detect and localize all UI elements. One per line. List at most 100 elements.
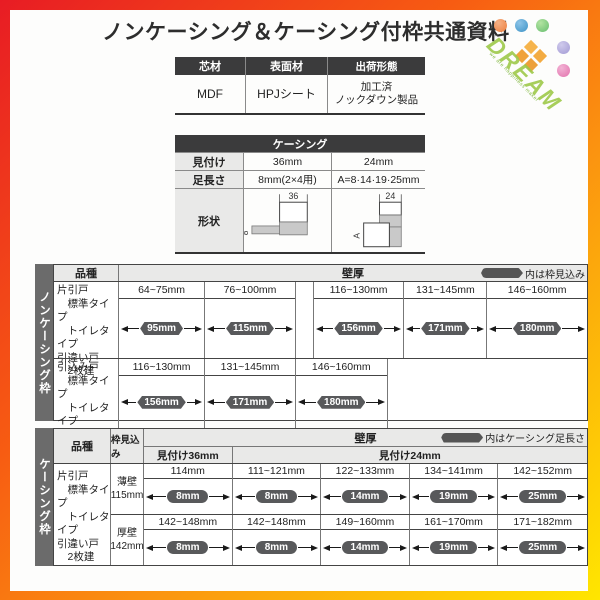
logo-dot-pink [557,64,570,77]
foot-length-pill: 19mm [430,490,478,503]
casing-kind-label: 片引戸 標準タイプ トイレタイプ 引違い戸 2枚建 [54,464,111,565]
foot-length-pill: 8mm [255,541,298,554]
logo-wordmark: DREAM [481,31,567,117]
sliding-door-group: 片引戸 標準タイプ トイレタイプ 引違い戸 2枚建 64~75mm 95mm 7… [54,282,587,377]
frame-depth-pill: 95mm [140,322,184,335]
foot-length-pill: 8mm [167,490,209,503]
shape-label: 形状 [175,189,243,252]
range-column: 122~133mm 14mm [321,464,410,514]
pocket-door-group: 引込み戸 標準タイプ トイレタイプ 116~130mm 156mm 131~14… [54,358,587,429]
frame-depth-pill: 156mm [334,322,383,335]
legend-pill-icon [481,268,523,278]
casing-profile-36-icon: 36 8 [244,191,308,235]
shipping-form-header: 出荷形態 [327,57,425,75]
surface-material-value: HPJシート [245,75,327,113]
logo-dot-blue [515,19,528,32]
dimension-arrow: 156mm [314,322,404,335]
logo-dot-orange [494,19,507,32]
svg-text:36: 36 [288,191,298,201]
casing-frame-table: ケーシング枠 品種 枠見込み 壁厚 内はケーシング足長さ 見付け36mm [35,428,588,566]
mitsuke-label: 見付け [175,153,243,170]
core-material-header: 芯材 [199,61,221,73]
range-column: 111~121mm 8mm [232,464,322,514]
svg-text:8: 8 [244,230,250,235]
dimension-arrow: 25mm [498,541,587,554]
dimension-arrow: 19mm [410,490,498,503]
mitsuke-36-subheader: 見付け36mm [144,447,233,463]
casing-spec-title: ケーシング [175,135,425,152]
range-column: 134~141mm 19mm [409,464,499,514]
material-table: 芯材 表面材 出荷形態 MDF HPJシート 加工済 ノックダウン製品 [175,57,425,115]
foot-length-pill: 25mm [519,490,567,503]
noncasing-frame-table: ノンケーシング枠 品種 壁厚 内は枠見込み 片引戸 標準タイプ トイレタイプ 引… [35,264,588,429]
range-column: 116~130mm 156mm [119,359,206,429]
thin-wall-depth: 薄壁 115mm [111,464,144,514]
dimension-arrow: 14mm [321,541,409,554]
material-table-header: 芯材 表面材 出荷形態 [175,57,425,75]
dimension-arrow: 19mm [410,541,498,554]
range-column: 161~170mm 19mm [409,515,499,565]
range-column: 114mm 8mm [144,464,233,514]
dimension-arrow: 25mm [498,490,587,503]
noncasing-header-row: 品種 壁厚 内は枠見込み [54,265,587,282]
dimension-arrow: 8mm [144,490,232,503]
foot-length-pill: 14mm [341,541,389,554]
dimension-arrow: 180mm [487,322,587,335]
kind-header: 品種 [54,265,119,281]
frame-depth-pill: 180mm [512,322,562,335]
thick-wall-row: 厚壁 142mm 142~148mm 8mm 142~148mm 8mm [110,514,587,565]
frame-depth-pill: 115mm [226,322,274,335]
frame-depth-pill: 171mm [225,395,275,409]
ashinagasa-row: 足長さ 8mm(2×4用) A=8·14·19·25mm [175,170,425,188]
kind-header: 品種 [54,429,111,463]
logo-diamond-icon [532,48,548,64]
shape-row: 形状 36 8 24 [175,188,425,252]
dimension-arrow: 8mm [144,541,232,554]
noncasing-side-strip: ノンケーシング枠 [35,264,53,421]
range-column: 149~160mm 14mm [321,515,410,565]
foot-length-pill: 8mm [167,541,209,554]
dimension-arrow: 14mm [321,490,409,503]
foot-length-pill: 25mm [519,541,567,554]
dimension-arrow: 180mm [296,395,387,409]
dream-logo: DREAM we are happiness maker [482,13,584,117]
range-column: 142~152mm 25mm [498,464,587,514]
range-column: 171~182mm 25mm [498,515,587,565]
casing-profile-24-icon: 24 A [352,191,402,247]
shipping-form-value: 加工済 ノックダウン製品 [327,75,425,113]
range-column: 146~160mm 180mm [487,282,587,358]
foot-length-pill: 14mm [341,490,389,503]
casing-spec-table: ケーシング 見付け 36mm 24mm 足長さ 8mm(2×4用) A=8·14… [175,135,425,254]
mitsuke-row: 見付け 36mm 24mm [175,152,425,170]
range-column: 76~100mm 115mm [205,282,296,358]
casing-side-strip: ケーシング枠 [35,428,53,566]
svg-text:A: A [352,232,362,238]
range-gap-separator [296,282,314,358]
thick-wall-depth: 厚壁 142mm [110,515,144,565]
legend-pill-icon [441,432,484,443]
range-column: 116~130mm 156mm [313,282,405,358]
dimension-arrow: 8mm [233,541,321,554]
frame-depth-pill: 156mm [137,395,186,409]
range-column: 131~145mm 171mm [404,282,488,358]
casing-header-row: 品種 枠見込み 壁厚 内はケーシング足長さ 見付け36mm 見付け24mm [54,429,587,464]
mitsuke-36-value: 36mm [243,153,331,170]
frame-depth-pill: 180mm [317,395,366,409]
casing-side-label: ケーシング枠 [38,458,50,536]
dimension-arrow: 8mm [233,490,321,503]
document-page: ノンケーシング＆ケーシング付枠共通資料 DREAM we are happine… [10,10,588,591]
dimension-arrow: 171mm [404,322,486,335]
range-column: 146~160mm 180mm [295,359,388,429]
logo-dot-green [536,19,549,32]
ashinagasa-24-value: A=8·14·19·25mm [331,171,425,188]
core-material-value: MDF [197,86,223,101]
logo-dot-purple [557,41,570,54]
mitsuke-24-subheader: 見付け24mm [378,449,441,462]
thin-wall-row: 薄壁 115mm 114mm 8mm 111~121mm 8mm [111,464,587,514]
shape-24-diagram: 24 A [331,189,425,252]
svg-text:24: 24 [385,191,395,201]
foot-length-pill: 8mm [255,490,298,503]
legend-note: 内はケーシング足長さ [441,429,585,446]
dimension-arrow: 156mm [119,395,204,409]
material-table-body: MDF HPJシート 加工済 ノックダウン製品 [175,75,425,113]
